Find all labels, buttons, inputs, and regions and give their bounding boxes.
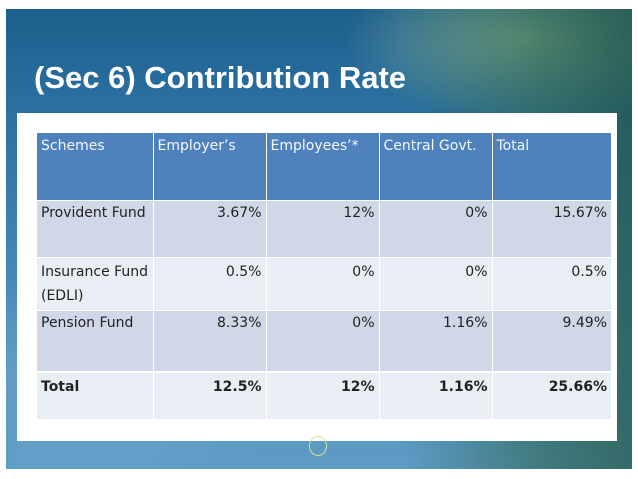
header-central-govt: Central Govt.	[379, 133, 493, 201]
contribution-rate-table: Schemes Employer’s Employees’* Central G…	[37, 133, 611, 419]
cell-employees: 0%	[266, 310, 380, 372]
cell-employer: 3.67%	[153, 200, 267, 258]
cell-total: 0.5%	[492, 257, 611, 311]
header-employers: Employer’s	[153, 133, 267, 201]
slide-marker-circle	[309, 436, 327, 456]
cell-employer: 8.33%	[153, 310, 267, 372]
cell-employer: 12.5%	[153, 371, 267, 419]
cell-total: 25.66%	[492, 371, 611, 419]
cell-employees: 0%	[266, 257, 380, 311]
cell-central-govt: 0%	[379, 200, 493, 258]
table-total-row: Total 12.5% 12% 1.16% 25.66%	[37, 371, 611, 419]
cell-scheme: Total	[37, 371, 154, 419]
cell-scheme: Pension Fund	[37, 310, 154, 372]
table-row: Pension Fund 8.33% 0% 1.16% 9.49%	[37, 310, 611, 372]
cell-central-govt: 1.16%	[379, 371, 493, 419]
table-row: Insurance Fund (EDLI) 0.5% 0% 0% 0.5%	[37, 257, 611, 311]
header-total: Total	[492, 133, 611, 201]
cell-central-govt: 0%	[379, 257, 493, 311]
cell-scheme: Provident Fund	[37, 200, 154, 258]
cell-total: 15.67%	[492, 200, 611, 258]
cell-employees: 12%	[266, 371, 380, 419]
header-employees: Employees’*	[266, 133, 380, 201]
cell-central-govt: 1.16%	[379, 310, 493, 372]
slide-title: (Sec 6) Contribution Rate	[34, 60, 407, 95]
header-schemes: Schemes	[37, 133, 154, 201]
table-card: Schemes Employer’s Employees’* Central G…	[17, 113, 617, 441]
cell-employees: 12%	[266, 200, 380, 258]
table-header-row: Schemes Employer’s Employees’* Central G…	[37, 133, 611, 201]
table-row: Provident Fund 3.67% 12% 0% 15.67%	[37, 200, 611, 258]
cell-employer: 0.5%	[153, 257, 267, 311]
cell-total: 9.49%	[492, 310, 611, 372]
slide: (Sec 6) Contribution Rate Schemes Employ…	[6, 9, 632, 469]
cell-scheme: Insurance Fund (EDLI)	[37, 257, 154, 311]
